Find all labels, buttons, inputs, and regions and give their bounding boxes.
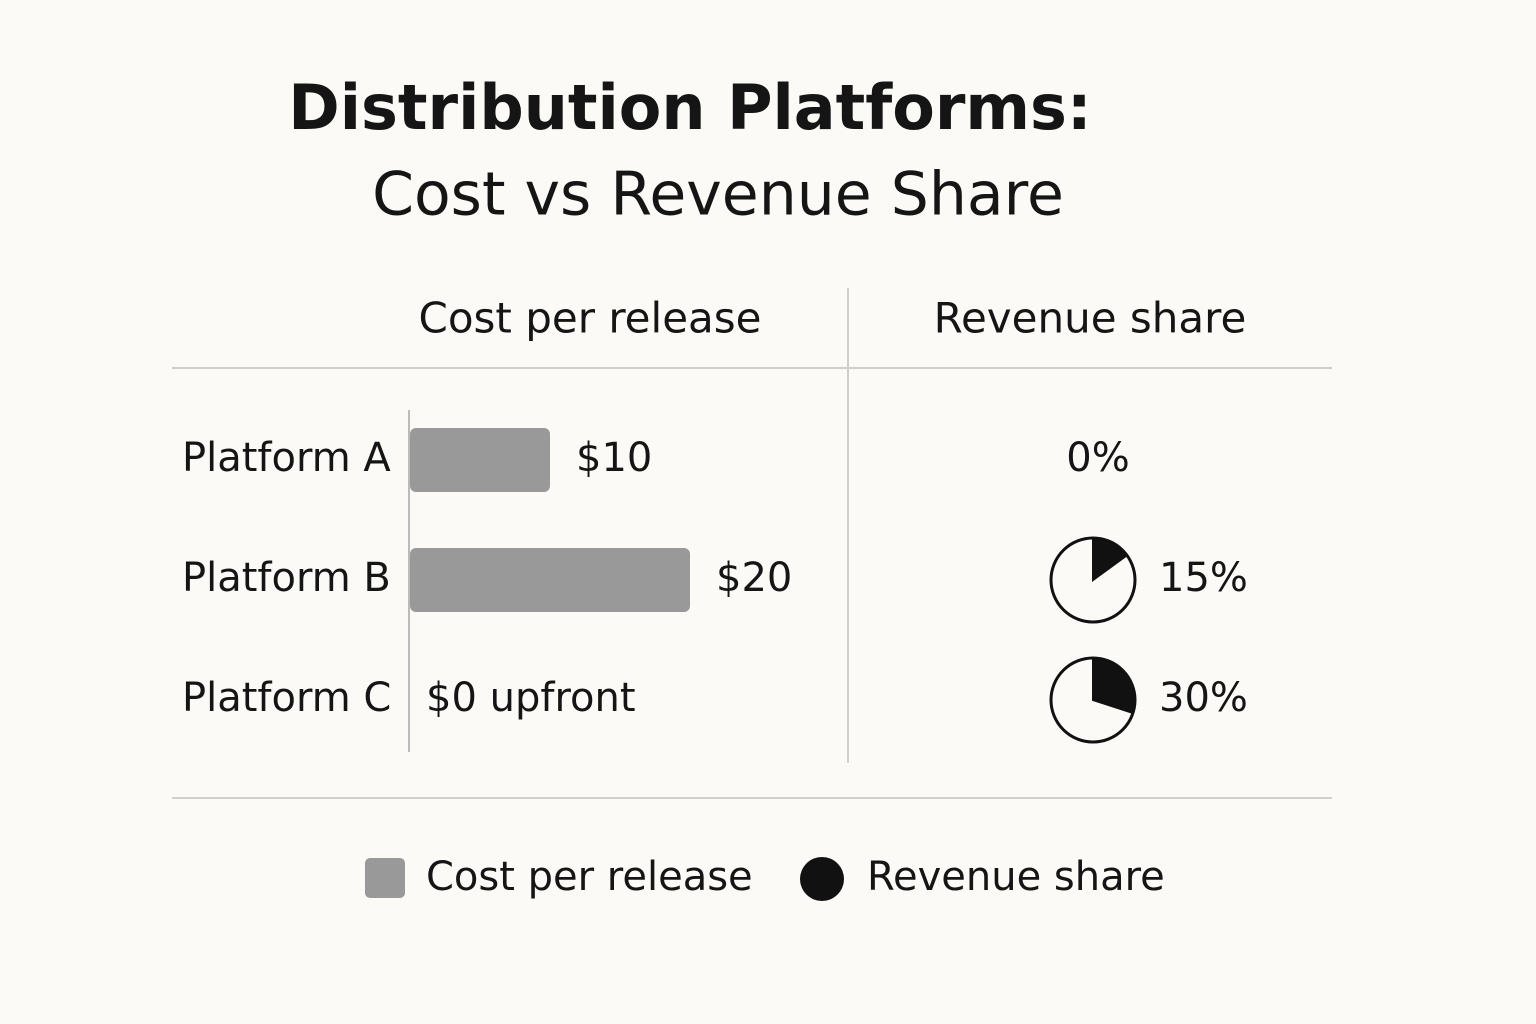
chart-subtitle: Cost vs Revenue Share xyxy=(372,160,1064,230)
value-label: $20 xyxy=(716,555,792,601)
legend-swatch xyxy=(800,857,844,901)
row-label: Platform B xyxy=(182,555,391,601)
value-label: 15% xyxy=(1159,555,1248,601)
row-label: Platform C xyxy=(182,675,391,721)
chart-title: Distribution Platforms: xyxy=(288,71,1091,144)
bar xyxy=(410,428,550,492)
value-label: 30% xyxy=(1159,675,1248,721)
legend-label: Cost per release xyxy=(426,854,753,900)
row-label: Platform A xyxy=(182,435,391,481)
column-header: Revenue share xyxy=(934,294,1247,343)
bar xyxy=(410,548,690,612)
legend-swatch xyxy=(365,858,405,898)
value-label: $0 upfront xyxy=(426,675,636,721)
value-label: 0% xyxy=(1066,435,1129,481)
column-header: Cost per release xyxy=(419,294,762,343)
value-label: $10 xyxy=(576,435,652,481)
pie-wedge xyxy=(1092,536,1129,582)
legend-label: Revenue share xyxy=(867,854,1165,900)
pie-wedge xyxy=(1092,656,1136,715)
